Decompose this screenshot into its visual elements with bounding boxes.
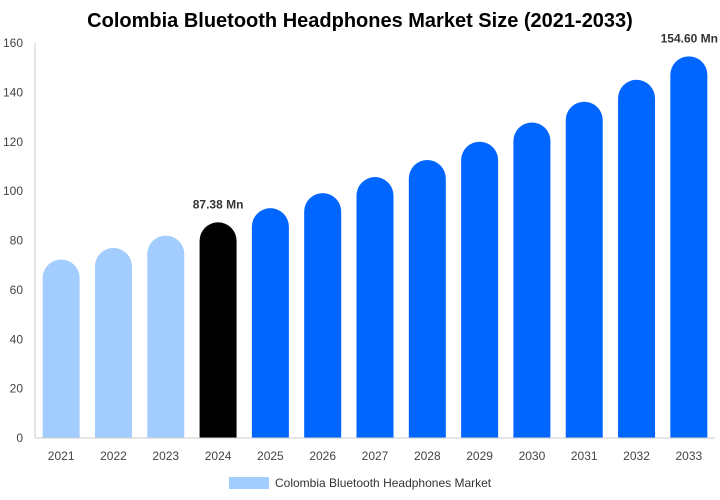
y-tick-label: 0: [16, 431, 23, 445]
y-tick-label: 20: [10, 382, 24, 396]
data-labels: 87.38 Mn 154.60 Mn: [193, 31, 718, 211]
bar-2021: [42, 259, 80, 438]
y-tick-label: 140: [3, 85, 23, 99]
legend-swatch: [229, 477, 269, 489]
x-tick-label: 2022: [100, 449, 127, 463]
bar-2029: [461, 141, 499, 439]
data-label-2033: 154.60 Mn: [661, 31, 718, 45]
bars: [42, 56, 708, 439]
y-tick-label: 80: [10, 234, 24, 248]
x-tick-label: 2025: [257, 449, 284, 463]
bar-2033: [670, 56, 708, 438]
x-tick-label: 2033: [675, 449, 702, 463]
x-tick-label: 2032: [623, 449, 650, 463]
bar-2031: [565, 101, 603, 438]
x-tick-label: 2028: [414, 449, 441, 463]
bar-2022: [94, 247, 132, 438]
bar-2032: [618, 79, 656, 439]
legend[interactable]: Colombia Bluetooth Headphones Market: [229, 476, 492, 490]
x-tick-label: 2021: [48, 449, 75, 463]
y-tick-label: 40: [10, 332, 24, 346]
x-axis: 2021 2022 2023 2024 2025 2026 2027 2028 2029 2030…: [35, 437, 715, 463]
x-tick-label: 2026: [309, 449, 336, 463]
bar-2023: [147, 235, 185, 438]
bar-2028: [408, 160, 446, 438]
x-tick-label: 2024: [205, 449, 232, 463]
data-label-2024: 87.38 Mn: [193, 197, 244, 211]
x-tick-label: 2027: [362, 449, 389, 463]
y-tick-label: 160: [3, 36, 23, 50]
x-tick-label: 2023: [152, 449, 179, 463]
legend-label: Colombia Bluetooth Headphones Market: [275, 476, 492, 490]
bar-2030: [513, 122, 551, 438]
bar-2024: [199, 222, 237, 438]
chart-title: Colombia Bluetooth Headphones Market Siz…: [87, 10, 633, 32]
bar-2025: [251, 208, 289, 438]
bar-2026: [304, 193, 342, 438]
y-tick-label: 60: [10, 283, 24, 297]
y-tick-label: 120: [3, 135, 23, 149]
x-tick-label: 2029: [466, 449, 493, 463]
y-axis: 0 20 40 60 80 100 120 140 160: [3, 36, 36, 445]
bar-2027: [356, 177, 394, 438]
x-tick-label: 2030: [519, 449, 546, 463]
x-tick-label: 2031: [571, 449, 598, 463]
y-tick-label: 100: [3, 184, 23, 198]
